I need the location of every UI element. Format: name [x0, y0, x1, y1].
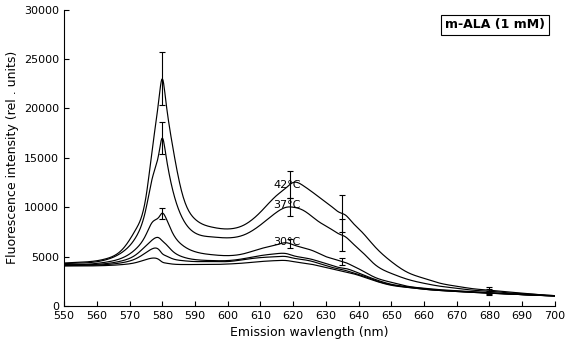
Text: 42°C: 42°C [274, 180, 301, 190]
X-axis label: Emission wavlength (nm): Emission wavlength (nm) [230, 326, 389, 339]
Y-axis label: Fluorescence intensity (rel . units): Fluorescence intensity (rel . units) [6, 51, 18, 264]
Text: 30°C: 30°C [274, 237, 301, 247]
Text: m-ALA (1 mM): m-ALA (1 mM) [445, 18, 545, 31]
Text: 37°C: 37°C [274, 200, 301, 210]
